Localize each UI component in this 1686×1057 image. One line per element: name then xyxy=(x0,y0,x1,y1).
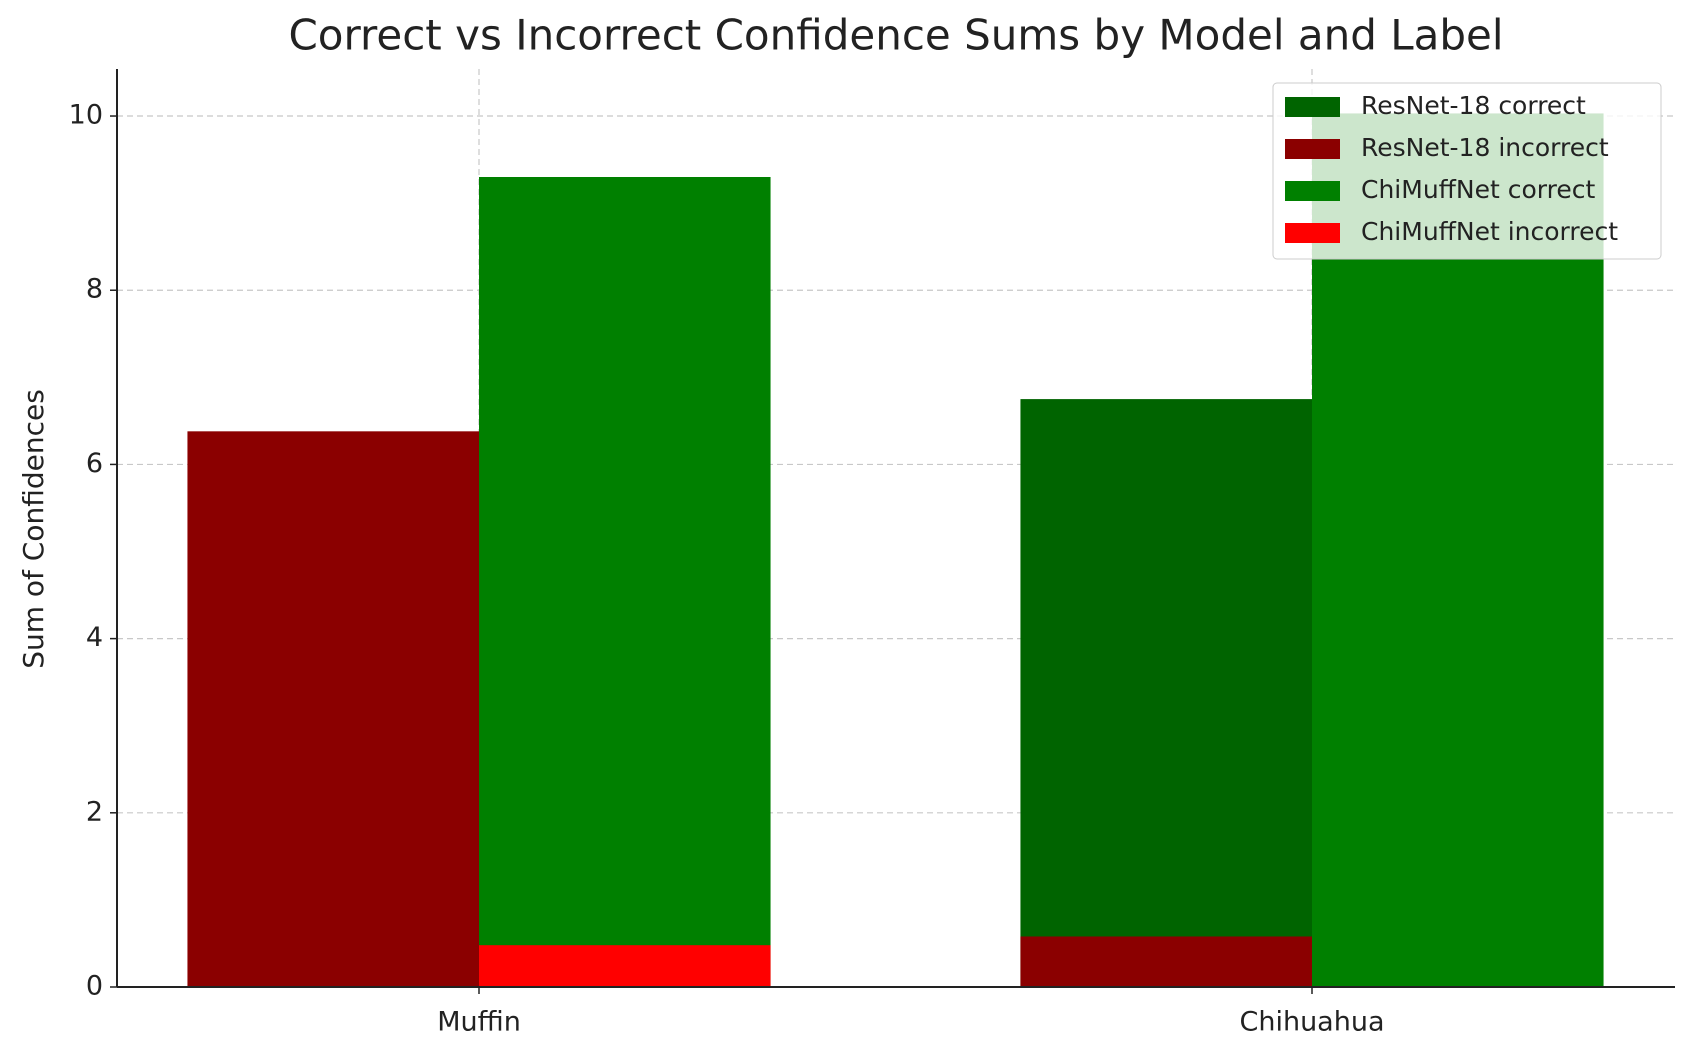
y-tick-label: 8 xyxy=(86,274,103,305)
bar xyxy=(187,431,479,987)
legend-swatch xyxy=(1285,223,1340,243)
y-tick-label: 4 xyxy=(86,622,103,653)
bar xyxy=(479,177,771,987)
x-tick-label: Chihuahua xyxy=(1239,1007,1384,1038)
legend-box xyxy=(1272,82,1662,260)
legend-label: ChiMuffNet incorrect xyxy=(1361,217,1618,246)
y-tick-label: 10 xyxy=(69,100,103,131)
legend-label: ResNet-18 correct xyxy=(1361,91,1586,120)
legend-swatch xyxy=(1285,139,1340,159)
bar xyxy=(479,945,771,987)
legend-label: ChiMuffNet correct xyxy=(1361,175,1595,204)
x-tick-label: Muffin xyxy=(437,1007,521,1038)
legend-label: ResNet-18 incorrect xyxy=(1361,133,1609,162)
y-tick-label: 2 xyxy=(86,796,103,827)
legend-swatch xyxy=(1285,181,1340,201)
legend-swatch xyxy=(1285,97,1340,117)
bar xyxy=(1020,399,1312,987)
y-axis-label: Sum of Confidences xyxy=(17,389,50,669)
bar xyxy=(1020,936,1312,987)
y-tick-label: 0 xyxy=(86,971,103,1002)
chart-title: Correct vs Incorrect Confidence Sums by … xyxy=(288,11,1503,60)
y-tick-label: 6 xyxy=(86,448,103,479)
